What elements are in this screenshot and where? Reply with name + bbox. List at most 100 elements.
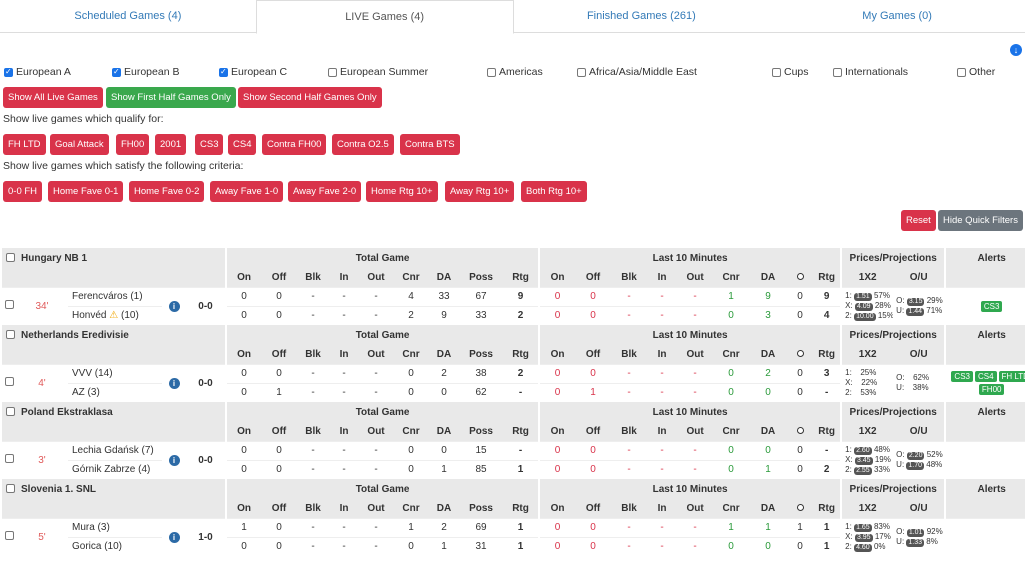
checkbox-icon[interactable] xyxy=(6,253,15,262)
col-header: On xyxy=(539,268,575,287)
hide-quick-filters-button[interactable]: Hide Quick Filters xyxy=(938,210,1023,231)
stat-cell: - xyxy=(677,364,713,383)
checkbox-icon[interactable] xyxy=(219,68,228,77)
stat-cell: - xyxy=(297,306,329,325)
col-header: In xyxy=(647,499,677,518)
filter-cs3-button[interactable]: CS3 xyxy=(195,134,223,155)
filter-2001-button[interactable]: 2001 xyxy=(155,134,186,155)
alerts-cell xyxy=(945,441,1025,479)
alert-badge[interactable]: CS3 xyxy=(981,301,1003,312)
stat-cell: 1 xyxy=(503,518,539,537)
criteria-away-fave-2-0-button[interactable]: Away Fave 2-0 xyxy=(288,181,361,202)
filter-contra-fh00-button[interactable]: Contra FH00 xyxy=(262,134,326,155)
checkbox-icon[interactable] xyxy=(6,330,15,339)
criteria-0-0-fh-button[interactable]: 0-0 FH xyxy=(3,181,42,202)
checkbox-icon[interactable] xyxy=(6,484,15,493)
checkbox-icon[interactable] xyxy=(833,68,842,77)
filter-contra-o25-button[interactable]: Contra O2.5 xyxy=(332,134,394,155)
reset-button[interactable]: Reset xyxy=(901,210,936,231)
league-cups[interactable]: Cups xyxy=(772,66,809,78)
league-internationals[interactable]: Internationals xyxy=(833,66,908,78)
stat-cell: 0 xyxy=(713,383,749,402)
stat-cell: 67 xyxy=(459,287,503,306)
league-header-row: Netherlands Eredivisie Total Game Last 1… xyxy=(2,325,1025,345)
alert-badge[interactable]: FH00 xyxy=(979,384,1005,395)
checkbox-icon[interactable] xyxy=(4,68,13,77)
alert-badge[interactable]: CS3 xyxy=(951,371,973,382)
x12-header: 1X2 xyxy=(841,422,893,441)
stat-cell: 2 xyxy=(749,364,787,383)
filter-fh00-button[interactable]: FH00 xyxy=(116,134,149,155)
stat-cell: 0 xyxy=(261,518,297,537)
league-americas[interactable]: Americas xyxy=(487,66,543,78)
scroll-down-icon[interactable]: ↓ xyxy=(1010,44,1022,56)
info-icon[interactable]: i xyxy=(162,441,186,479)
checkbox-icon[interactable] xyxy=(328,68,337,77)
criteria-home-fave-0-2-button[interactable]: Home Fave 0-2 xyxy=(129,181,204,202)
tab-live-games[interactable]: LIVE Games (4) xyxy=(256,0,514,34)
show-second-half-button[interactable]: Show Second Half Games Only xyxy=(238,87,382,108)
checkbox-icon[interactable] xyxy=(577,68,586,77)
game-row-home[interactable]: 3' Lechia Gdańsk (7) i 0-0 0 0- - -0 0 15-0 0- -… xyxy=(2,441,1025,460)
stat-cell: - xyxy=(677,383,713,402)
league-other[interactable]: Other xyxy=(957,66,995,78)
checkbox-icon[interactable] xyxy=(112,68,121,77)
col-header: Cnr xyxy=(713,345,749,364)
stat-cell: - xyxy=(503,383,539,402)
stat-cell: - xyxy=(297,364,329,383)
show-first-half-button[interactable]: Show First Half Games Only xyxy=(106,87,236,108)
tab-finished-games[interactable]: Finished Games (261) xyxy=(514,0,770,32)
info-icon[interactable]: i xyxy=(162,287,186,325)
filter-goal-attack-button[interactable]: Goal Attack xyxy=(50,134,109,155)
tab-scheduled-games[interactable]: Scheduled Games (4) xyxy=(0,0,256,32)
prices-1x2: 1: 25% X: 22% 2: 53% xyxy=(841,364,893,402)
league-european-a[interactable]: European A xyxy=(4,66,71,78)
away-team-cell: AZ (3) xyxy=(68,383,162,402)
filter-cs4-button[interactable]: CS4 xyxy=(228,134,256,155)
stat-cell: 0 xyxy=(787,441,813,460)
criteria-home-rtg-10-button[interactable]: Home Rtg 10+ xyxy=(366,181,438,202)
tab-my-games[interactable]: My Games (0) xyxy=(769,0,1025,32)
select-game-checkbox[interactable] xyxy=(2,441,16,479)
criteria-away-fave-1-0-button[interactable]: Away Fave 1-0 xyxy=(210,181,283,202)
stat-cell: 1 xyxy=(813,537,841,556)
criteria-away-rtg-10-button[interactable]: Away Rtg 10+ xyxy=(445,181,514,202)
stat-cell: 0 xyxy=(226,364,261,383)
criteria-home-fave-0-1-button[interactable]: Home Fave 0-1 xyxy=(48,181,123,202)
match-score: 1-0 xyxy=(186,518,226,556)
col-header: On xyxy=(539,422,575,441)
stat-cell: - xyxy=(359,441,393,460)
stat-cell: - xyxy=(813,441,841,460)
col-header: Out xyxy=(359,345,393,364)
checkbox-icon[interactable] xyxy=(487,68,496,77)
col-header: Blk xyxy=(297,422,329,441)
league-european-b[interactable]: European B xyxy=(112,66,179,78)
col-header: In xyxy=(329,422,359,441)
league-european-summer[interactable]: European Summer xyxy=(328,66,428,78)
filter-fh-ltd-button[interactable]: FH LTD xyxy=(3,134,46,155)
game-row-home[interactable]: 34' Ferencváros (1) i 0-0 0 0- - -4 33 67 9 0 0- -… xyxy=(2,287,1025,306)
stat-cell: 0 xyxy=(393,460,429,479)
checkbox-icon[interactable] xyxy=(6,407,15,416)
checkbox-icon[interactable] xyxy=(957,68,966,77)
info-icon[interactable]: i xyxy=(162,518,186,556)
select-game-checkbox[interactable] xyxy=(2,518,16,556)
filter-contra-bts-button[interactable]: Contra BTS xyxy=(400,134,460,155)
show-all-live-games-button[interactable]: Show All Live Games xyxy=(3,87,103,108)
league-european-c[interactable]: European C xyxy=(219,66,287,78)
game-row-home[interactable]: 4' VVV (14) i 0-0 0 0- - -0 2 38 2 0 0- - -0 2 0 3 1: … xyxy=(2,364,1025,383)
stat-cell: - xyxy=(611,537,647,556)
qualify-label: Show live games which qualify for: xyxy=(3,113,164,125)
checkbox-icon[interactable] xyxy=(772,68,781,77)
select-game-checkbox[interactable] xyxy=(2,287,16,325)
info-icon[interactable]: i xyxy=(162,364,186,402)
criteria-both-rtg-10-button[interactable]: Both Rtg 10+ xyxy=(521,181,587,202)
spacer xyxy=(2,345,226,364)
alert-badge[interactable]: FH LTD xyxy=(999,371,1025,382)
stat-cell: 1 xyxy=(503,460,539,479)
league-africa-asia-middle-east[interactable]: Africa/Asia/Middle East xyxy=(577,66,697,78)
alert-badge[interactable]: CS4 xyxy=(975,371,997,382)
select-game-checkbox[interactable] xyxy=(2,364,16,402)
stat-cell: - xyxy=(813,383,841,402)
game-row-home[interactable]: 5' Mura (3) i 1-0 1 0- - -1 2 69 1 0 0- - -1 1 1 1 1: … xyxy=(2,518,1025,537)
